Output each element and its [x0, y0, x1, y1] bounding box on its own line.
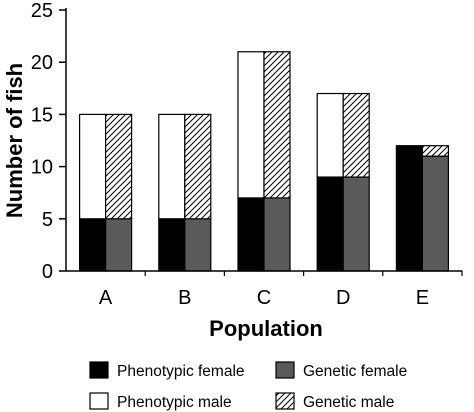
bar-genetic-male-e	[421, 145, 449, 157]
axes-layer: 0 5 10 15 20 25 A B C D E	[31, 0, 463, 309]
legend-label-phenotypic-female: Phenotypic female	[117, 363, 245, 380]
y-axis-title: Number of fish	[2, 63, 27, 218]
x-tick-label: C	[257, 287, 271, 309]
bar-genetic-female-a	[104, 218, 133, 272]
y-tick-label: 20	[31, 52, 53, 74]
legend-label-phenotypic-male: Phenotypic male	[117, 394, 232, 411]
legend-label-genetic-female: Genetic female	[303, 363, 407, 380]
bar-genetic-female-c	[263, 197, 291, 272]
y-tick-label: 10	[31, 157, 53, 179]
bar-genetic-female-d	[342, 176, 370, 272]
bar-phenotypic-male-a	[78, 113, 107, 220]
bar-genetic-female-e	[421, 155, 449, 272]
bar-phenotypic-female-d	[316, 176, 344, 272]
bar-phenotypic-female-e	[395, 145, 423, 272]
bar-genetic-male-a	[104, 113, 133, 220]
y-tick-label: 25	[31, 0, 53, 22]
x-tick-label: E	[416, 287, 429, 309]
x-tick-label: A	[99, 287, 113, 309]
bar-genetic-male-c	[263, 51, 291, 199]
bar-phenotypic-female-b	[158, 218, 186, 272]
x-tick-label: B	[178, 287, 191, 309]
bar-phenotypic-female-c	[237, 197, 265, 272]
x-tick-label: D	[336, 287, 350, 309]
legend-swatch-genetic-male	[275, 392, 295, 410]
bar-phenotypic-male-b	[158, 113, 186, 220]
legend-label-genetic-male: Genetic male	[303, 394, 394, 411]
bar-phenotypic-female-a	[78, 218, 107, 272]
legend-swatch-phenotypic-female	[89, 361, 109, 379]
y-tick-label: 15	[31, 104, 53, 126]
legend-swatch-genetic-female	[275, 361, 295, 379]
bar-phenotypic-male-c	[237, 51, 265, 199]
y-tick-label: 0	[42, 261, 53, 283]
bars-layer	[78, 51, 449, 272]
x-axis-title: Population	[209, 316, 323, 341]
y-tick-label: 5	[42, 209, 53, 231]
bar-phenotypic-male-d	[316, 92, 344, 178]
bar-genetic-male-d	[342, 92, 370, 178]
legend: Phenotypic female Genetic female Phenotypi…	[89, 361, 407, 411]
legend-swatch-phenotypic-male	[89, 392, 109, 410]
bar-genetic-female-b	[184, 218, 212, 272]
bar-genetic-male-b	[184, 113, 212, 220]
